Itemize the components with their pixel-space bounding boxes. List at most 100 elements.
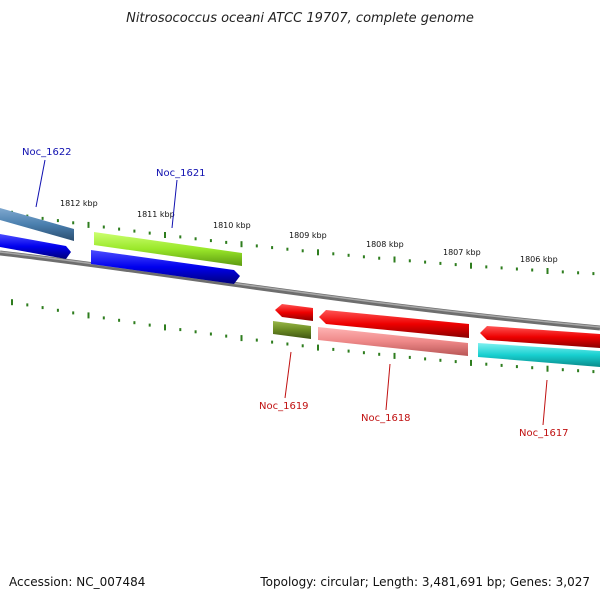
gene-label-noc-1621[interactable]: Noc_1621 <box>156 168 206 179</box>
inner-tick <box>286 342 289 346</box>
outer-tick <box>179 235 182 239</box>
inner-tick <box>424 357 427 361</box>
inner-tick <box>87 312 90 319</box>
gene-noc-1618-cds[interactable] <box>319 310 469 338</box>
label-leader-noc-1619 <box>284 351 292 399</box>
gene-noc-1621-cds[interactable] <box>91 250 240 284</box>
outer-tick <box>194 237 197 241</box>
inner-tick <box>347 349 350 353</box>
outer-tick <box>41 216 44 220</box>
label-leader-noc-1621 <box>171 179 178 229</box>
inner-tick <box>209 332 212 336</box>
gene-noc-1622-cds[interactable] <box>0 234 71 259</box>
outer-tick <box>209 239 212 243</box>
genome-backbone-highlight <box>0 251 600 328</box>
inner-tick <box>439 358 442 362</box>
inner-tick <box>332 347 335 351</box>
outer-tick <box>102 225 105 229</box>
gene-noc-1622-feature[interactable] <box>0 208 74 241</box>
outer-tick <box>148 231 151 235</box>
inner-tick <box>500 363 503 367</box>
ruler-inner-ticks <box>11 299 595 374</box>
inner-tick <box>470 359 472 366</box>
inner-tick <box>271 340 274 344</box>
outer-tick <box>301 249 304 253</box>
ruler-label-1808: 1808 kbp <box>366 240 404 249</box>
genome-summary-text: Topology: circular; Length: 3,481,691 bp… <box>259 575 590 589</box>
ruler-label-1811: 1811 kbp <box>137 210 175 219</box>
outer-tick <box>347 253 350 257</box>
inner-tick <box>11 299 13 306</box>
outer-tick <box>118 227 121 231</box>
inner-tick <box>408 355 411 359</box>
inner-tick <box>26 303 29 307</box>
outer-tick <box>87 221 90 228</box>
inner-tick <box>148 323 151 327</box>
inner-tick <box>378 352 381 356</box>
inner-tick <box>255 338 258 342</box>
inner-tick <box>393 352 396 359</box>
outer-tick <box>485 265 488 269</box>
outer-tick <box>164 232 166 238</box>
label-leader-noc-1622 <box>35 159 46 208</box>
inner-tick <box>317 344 319 351</box>
genome-backbone <box>0 250 600 331</box>
ruler-label-1807: 1807 kbp <box>443 248 481 257</box>
outer-tick <box>454 263 457 267</box>
outer-tick <box>439 261 442 265</box>
outer-tick <box>408 259 411 263</box>
outer-tick <box>378 256 381 260</box>
outer-tick <box>271 246 274 250</box>
accession-text: Accession: NC_007484 <box>9 575 145 589</box>
gene-label-noc-1617[interactable]: Noc_1617 <box>519 428 569 439</box>
inner-tick <box>118 318 121 322</box>
inner-tick <box>454 360 457 364</box>
gene-noc-1617-cds[interactable] <box>480 326 600 348</box>
gene-noc-1619-cds[interactable] <box>275 304 313 321</box>
ruler-label-1810: 1810 kbp <box>213 221 251 230</box>
outer-tick <box>133 229 136 233</box>
outer-tick <box>561 270 564 274</box>
map-title: Nitrosococcus oceani ATCC 19707, complet… <box>126 11 474 26</box>
inner-tick <box>515 365 518 369</box>
outer-tick <box>72 221 75 225</box>
inner-tick <box>362 351 365 355</box>
gene-label-noc-1619[interactable]: Noc_1619 <box>259 401 309 412</box>
outer-tick <box>531 268 534 272</box>
outer-tick <box>577 271 580 275</box>
inner-tick <box>72 311 75 315</box>
outer-tick <box>362 255 365 259</box>
ruler-label-1812: 1812 kbp <box>60 199 98 208</box>
inner-tick <box>164 324 166 331</box>
inner-tick <box>577 369 580 373</box>
label-leader-noc-1618 <box>385 363 391 411</box>
inner-tick <box>179 328 182 332</box>
outer-tick <box>546 268 549 274</box>
gene-noc-1621-feature[interactable] <box>94 232 242 266</box>
inner-tick <box>133 321 136 325</box>
outer-tick <box>255 244 258 248</box>
inner-tick <box>592 370 595 374</box>
outer-tick <box>500 266 503 270</box>
outer-tick <box>225 240 228 244</box>
inner-tick <box>546 365 549 372</box>
outer-tick <box>515 267 518 271</box>
inner-tick <box>225 334 228 338</box>
gene-noc-1619-feature[interactable] <box>273 321 311 339</box>
label-leader-noc-1617 <box>542 379 548 426</box>
gene-label-noc-1622[interactable]: Noc_1622 <box>22 147 72 158</box>
gene-noc-1617-feature[interactable] <box>478 343 600 367</box>
inner-tick <box>240 335 243 342</box>
outer-tick <box>286 247 289 251</box>
inner-tick <box>194 330 197 334</box>
outer-tick <box>470 262 472 269</box>
ruler-label-1809: 1809 kbp <box>289 231 327 240</box>
outer-tick <box>317 249 319 256</box>
outer-tick <box>424 260 427 264</box>
gene-label-noc-1618[interactable]: Noc_1618 <box>361 413 411 424</box>
gene-noc-1618-feature[interactable] <box>318 327 468 356</box>
outer-tick <box>592 272 595 276</box>
inner-tick <box>301 344 304 348</box>
